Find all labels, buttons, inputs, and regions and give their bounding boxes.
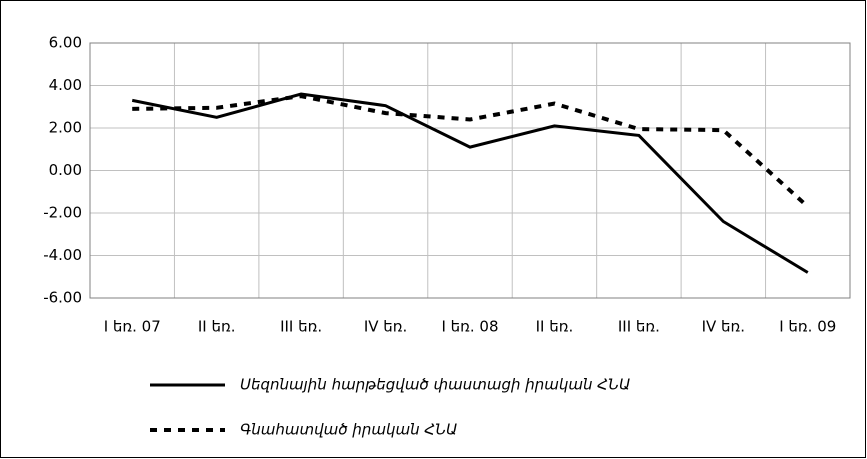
x-tick-label: II եռ. — [198, 318, 236, 336]
y-tick-label: 4.00 — [49, 76, 82, 94]
legend-text: Գնահատված իրական ՀՆԱ — [240, 421, 458, 439]
x-tick-label: I եռ. 09 — [779, 318, 836, 336]
y-tick-label: 2.00 — [49, 119, 82, 137]
x-tick-label: I եռ. 07 — [104, 318, 161, 336]
x-tick-label: III եռ. — [280, 318, 322, 336]
series-line — [132, 94, 810, 209]
y-tick-label: 6.00 — [49, 34, 82, 52]
plot-area — [89, 42, 851, 299]
y-tick-label: -2.00 — [43, 204, 82, 222]
series-line — [131, 92, 809, 274]
x-tick-label: III եռ. — [618, 318, 660, 336]
legend-text: Սեզոնային հարթեցված փաստացի իրական ՀՆԱ — [240, 376, 630, 394]
y-tick-label: 0.00 — [49, 161, 82, 179]
y-tick-label: -4.00 — [43, 246, 82, 264]
x-tick-label: IV եռ. — [364, 318, 407, 336]
x-tick-label: IV եռ. — [702, 318, 745, 336]
x-tick-label: II եռ. — [536, 318, 574, 336]
x-tick-label: I եռ. 08 — [441, 318, 498, 336]
y-tick-label: -6.00 — [43, 289, 82, 307]
